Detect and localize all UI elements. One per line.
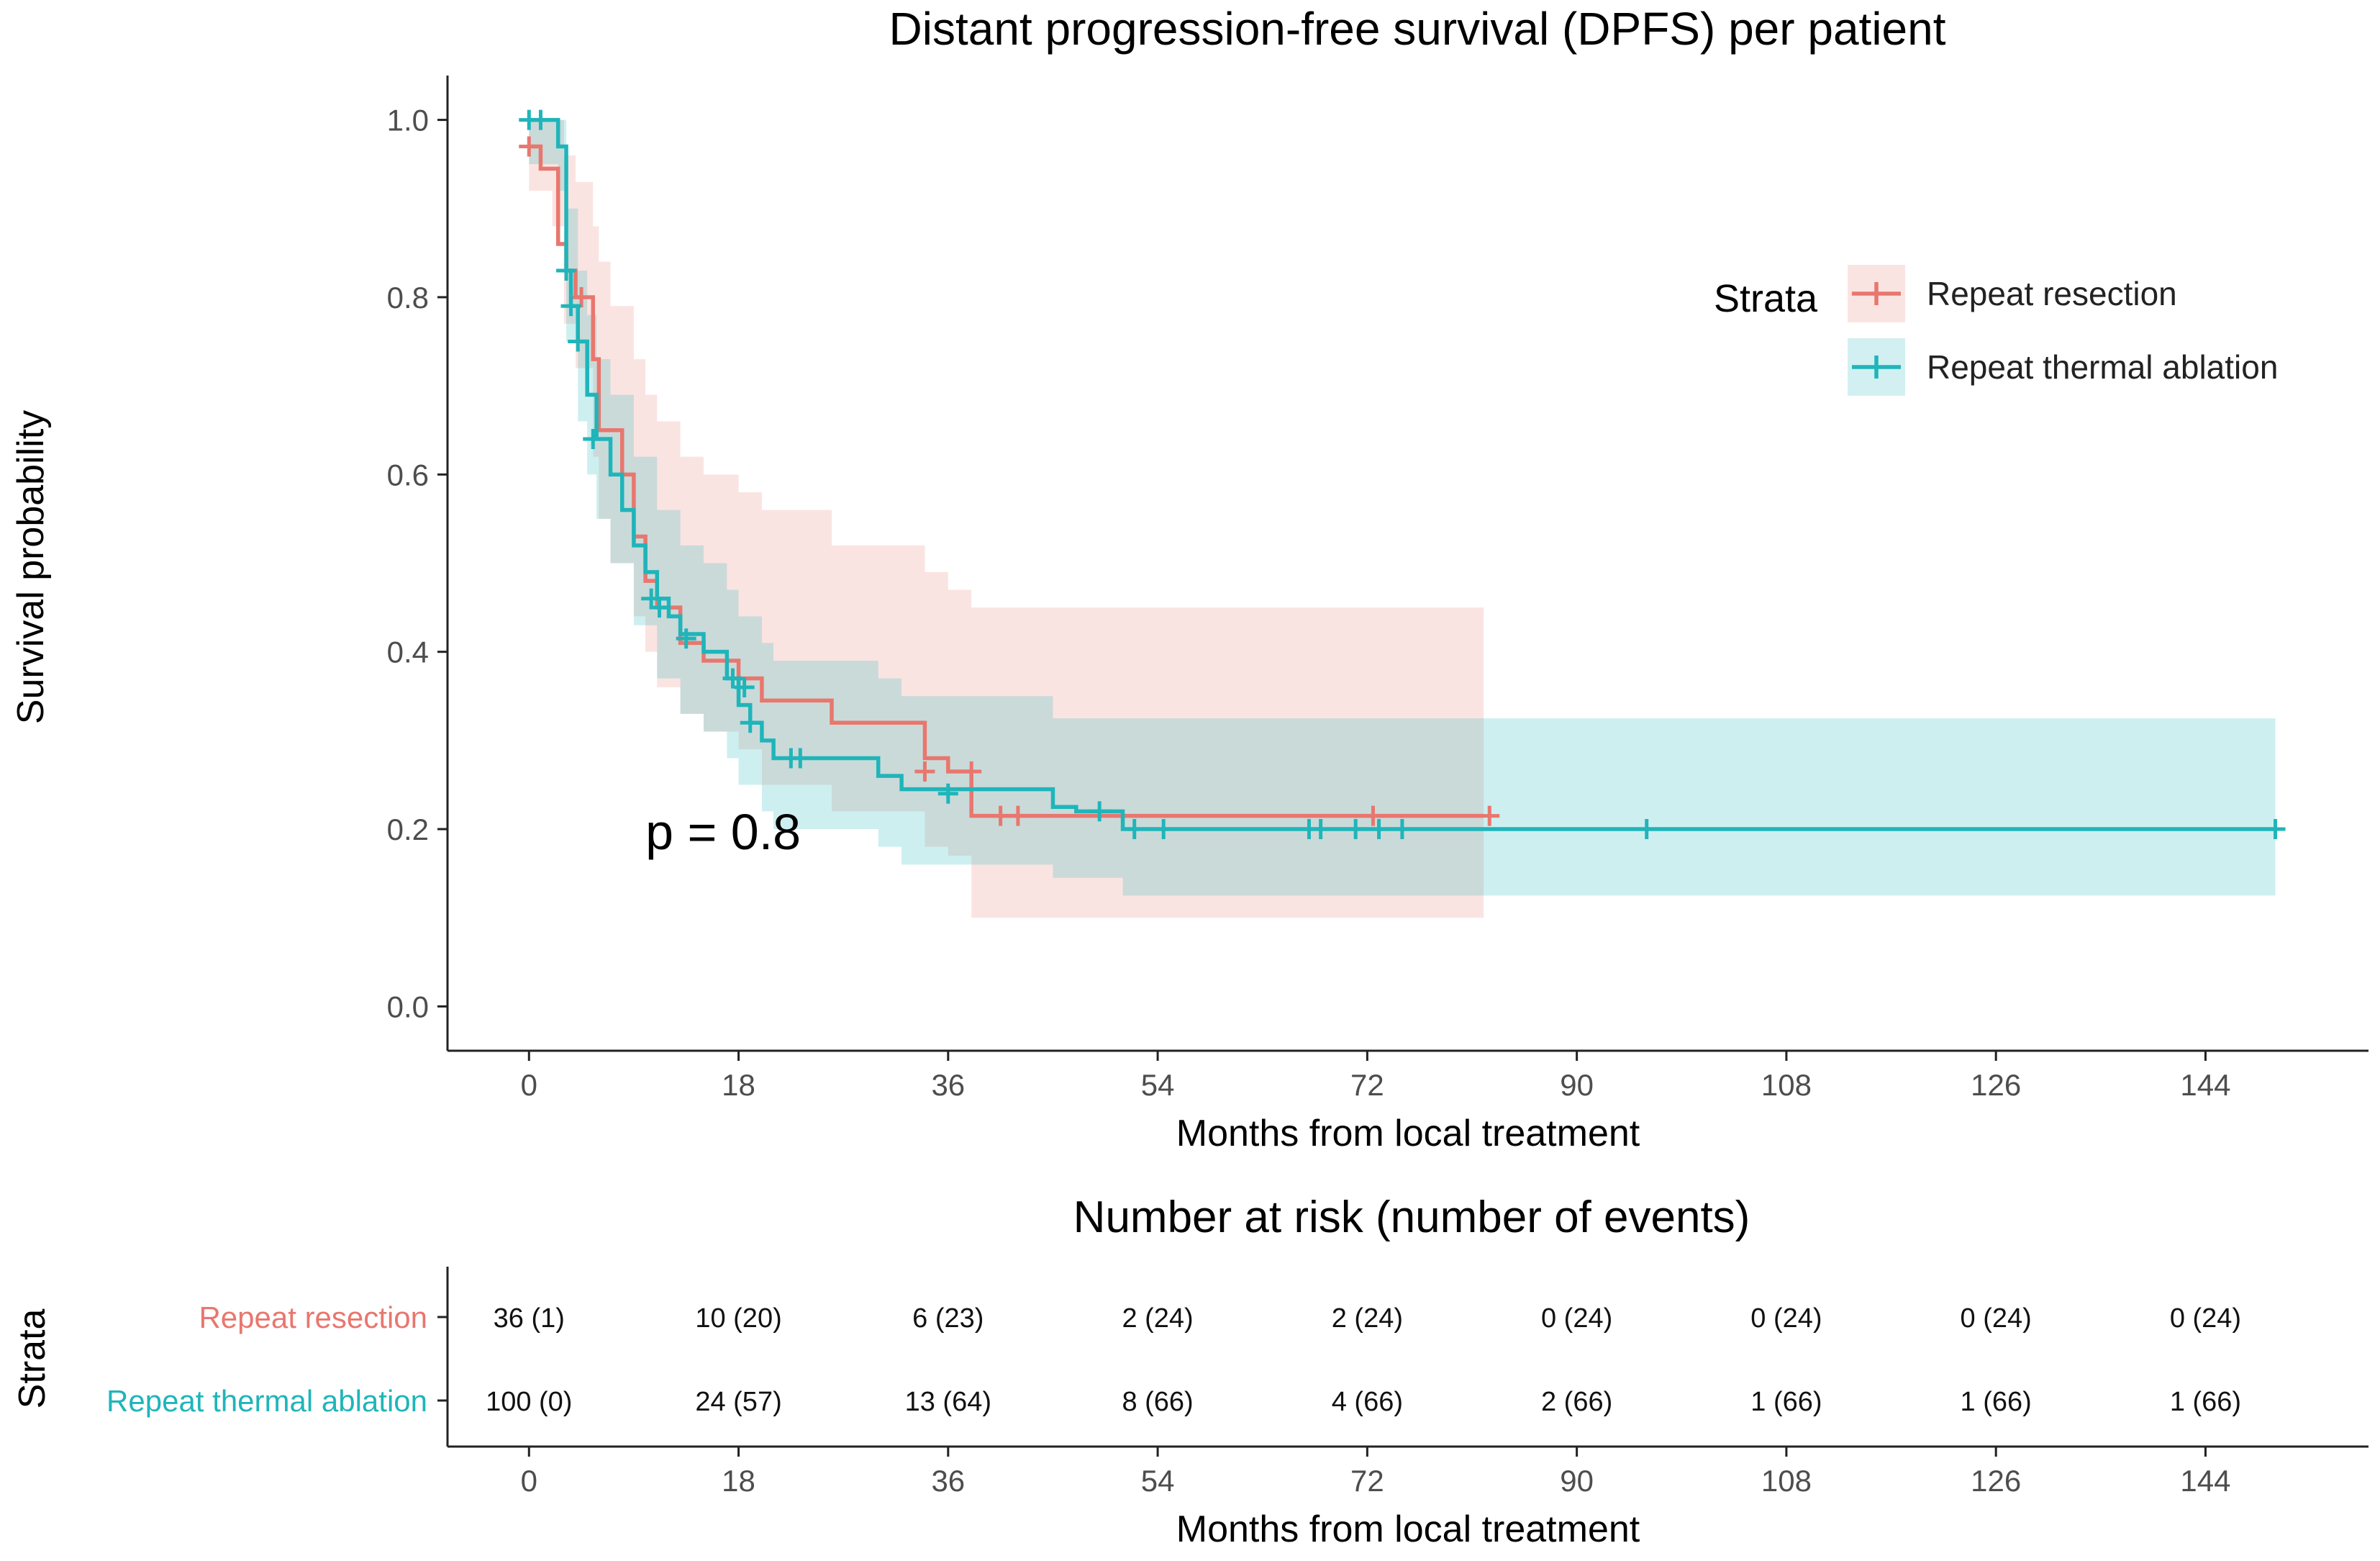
censor-mark-repeat-thermal-ablation [1310,819,1331,840]
km-plot-area [519,109,2286,918]
censor-mark-repeat-resection [519,136,540,157]
censor-mark-repeat-resection [571,286,592,307]
risk-table-x-tick-label: 144 [2180,1464,2230,1498]
y-axis-label: Survival probability [10,410,52,724]
risk-table-cell: 2 (24) [1122,1303,1193,1334]
censor-mark-repeat-thermal-ablation [1153,819,1174,840]
x-tick-label: 144 [2180,1068,2230,1102]
risk-table-x-tick-label: 126 [1971,1464,2021,1498]
y-tick-label: 0.4 [387,635,429,669]
y-tick-label: 1.0 [387,104,429,137]
x-tick-label: 90 [1560,1068,1594,1102]
risk-table-cell: 0 (24) [1961,1303,2032,1334]
censor-mark-repeat-thermal-ablation [734,677,755,697]
censor-mark-repeat-thermal-ablation [2265,819,2286,840]
x-tick-label: 0 [521,1068,537,1102]
risk-table-cell: 6 (23) [912,1303,984,1334]
x-tick-label: 72 [1350,1068,1384,1102]
censor-mark-repeat-resection [1479,805,1500,826]
censor-mark-repeat-thermal-ablation [568,331,589,352]
censor-mark-repeat-thermal-ablation [676,628,696,649]
censor-mark-repeat-thermal-ablation [1345,819,1366,840]
risk-table-x-tick-label: 72 [1350,1464,1384,1498]
risk-table-cell: 24 (57) [695,1387,781,1417]
risk-table-cell: 13 (64) [905,1387,991,1417]
censor-mark-repeat-thermal-ablation [1089,801,1110,822]
x-tick-label: 126 [1971,1068,2021,1102]
censor-mark-repeat-thermal-ablation [1124,819,1145,840]
risk-table-x-tick-label: 18 [722,1464,755,1498]
x-tick-label: 18 [722,1068,755,1102]
x-tick-label: 54 [1141,1068,1175,1102]
x-tick-label: 36 [931,1068,965,1102]
censor-mark-repeat-thermal-ablation [1391,819,1412,840]
ci-band-repeat-resection [529,119,1484,918]
risk-table-y-axis-label: Strata [12,1309,53,1409]
censor-mark-repeat-resection [1363,805,1384,826]
censor-mark-repeat-thermal-ablation [937,783,958,804]
censor-mark-repeat-resection [961,761,982,782]
risk-table-x-axis-label: Months from local treatment [1176,1508,1640,1550]
risk-table-title: Number at risk (number of events) [1073,1193,1750,1242]
ci-band-repeat-thermal-ablation [529,119,2276,896]
risk-table-x-tick-label: 0 [521,1464,537,1498]
risk-table-cell: 36 (1) [494,1303,565,1334]
risk-table-x-tick-label: 36 [931,1464,965,1498]
risk-table-cell: 0 (24) [1750,1303,1822,1334]
censor-mark-repeat-thermal-ablation [1368,819,1389,840]
censor-mark-repeat-thermal-ablation [583,429,604,450]
censor-mark-repeat-thermal-ablation [722,668,743,689]
risk-table-cell: 10 (20) [695,1303,781,1334]
risk-table-cell: 1 (66) [1961,1387,2032,1417]
censor-mark-repeat-thermal-ablation [740,712,760,733]
risk-row-label-repeat-thermal-ablation: Repeat thermal ablation [106,1384,427,1418]
censor-mark-repeat-thermal-ablation [1636,819,1657,840]
legend-title: Strata [1714,277,1818,320]
y-tick-label: 0.2 [387,813,429,846]
risk-table-x-tick-label: 90 [1560,1464,1594,1498]
risk-table-cell: 2 (66) [1541,1387,1612,1417]
censor-mark-repeat-resection [914,761,935,782]
y-tick-label: 0.6 [387,458,429,492]
risk-table-x-tick-label: 108 [1761,1464,1812,1498]
risk-table-cell: 0 (24) [2170,1303,2241,1334]
risk-table-cell: 1 (66) [1750,1387,1822,1417]
censor-mark-repeat-thermal-ablation [530,109,551,130]
y-tick-label: 0.0 [387,990,429,1023]
risk-table-cell: 2 (24) [1332,1303,1403,1334]
x-axis-label: Months from local treatment [1176,1113,1640,1154]
p-value-annotation: p = 0.8 [645,804,801,860]
x-tick-label: 108 [1761,1068,1812,1102]
risk-row-label-repeat-resection: Repeat resection [199,1300,427,1334]
risk-table-x-tick-label: 54 [1141,1464,1175,1498]
censor-mark-repeat-thermal-ablation [649,597,670,618]
legend-label-repeat-thermal-ablation: Repeat thermal ablation [1927,348,2278,386]
legend-label-repeat-resection: Repeat resection [1927,275,2177,312]
chart-title: Distant progression-free survival (DPFS)… [889,3,1946,55]
censor-mark-repeat-thermal-ablation [790,748,811,769]
censor-mark-repeat-thermal-ablation [560,296,581,317]
risk-table-cell: 4 (66) [1332,1387,1403,1417]
censor-mark-repeat-thermal-ablation [556,261,577,281]
risk-table-cell: 100 (0) [486,1387,572,1417]
censor-mark-repeat-resection [1007,805,1028,826]
y-tick-label: 0.8 [387,281,429,315]
risk-table-cell: 1 (66) [2170,1387,2241,1417]
censor-mark-repeat-resection [990,805,1011,826]
risk-table-cell: 0 (24) [1541,1303,1612,1334]
risk-table-cell: 8 (66) [1122,1387,1193,1417]
legend: Strata Repeat resection Repeat thermal abl… [1714,265,2278,396]
